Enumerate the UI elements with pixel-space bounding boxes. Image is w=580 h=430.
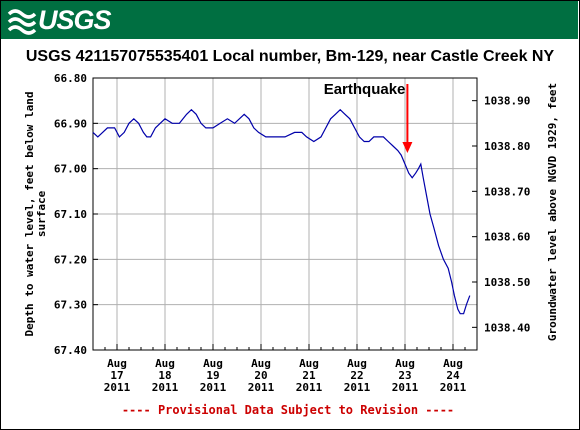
left-tick-label: 67.00	[54, 163, 87, 176]
x-tick-label-month: Aug	[299, 357, 319, 370]
x-tick-label-year: 2011	[152, 381, 179, 394]
x-tick-label-year: 2011	[104, 381, 131, 394]
left-tick-label: 67.30	[54, 299, 87, 312]
y-axis-label-left: Depth to water level, feet below landsur…	[23, 91, 48, 336]
x-tick-label-month: Aug	[107, 357, 127, 370]
right-tick-label: 1038.60	[484, 231, 530, 244]
x-tick-label-month: Aug	[347, 357, 367, 370]
x-tick-label-year: 2011	[344, 381, 371, 394]
right-tick-label: 1038.50	[484, 276, 530, 289]
left-tick-label: 66.80	[54, 72, 87, 85]
x-tick-label-month: Aug	[443, 357, 463, 370]
right-tick-label: 1038.80	[484, 140, 530, 153]
right-tick-label: 1038.40	[484, 321, 530, 334]
grid-lines	[93, 78, 477, 350]
earthquake-arrow-head	[402, 142, 413, 153]
left-y-axis: 66.80 66.90 67.00 67.10 67.20 67.30 67.40	[54, 72, 98, 357]
chart-title: USGS 421157075535401 Local number, Bm-12…	[26, 48, 555, 65]
x-tick-label-month: Aug	[395, 357, 415, 370]
usgs-wave-icon	[7, 9, 37, 35]
usgs-logo[interactable]: USGS	[7, 4, 112, 36]
y-axis-label-right: Groundwater level above NGVD 1929, feet	[546, 83, 559, 341]
x-tick-label-day: 20	[254, 369, 267, 382]
left-tick-label: 66.90	[54, 117, 87, 130]
x-tick-label-day: 23	[398, 369, 411, 382]
right-tick-label: 1038.70	[484, 185, 530, 198]
x-tick-label-day: 17	[110, 369, 123, 382]
provisional-data-note: ---- Provisional Data Subject to Revisio…	[122, 403, 454, 417]
left-tick-label: 67.10	[54, 208, 87, 221]
x-tick-label-month: Aug	[203, 357, 223, 370]
x-tick-label-day: 19	[206, 369, 219, 382]
earthquake-label: Earthquake	[324, 81, 406, 98]
x-tick-label-day: 22	[350, 369, 363, 382]
earthquake-annotation-group: Earthquake	[324, 81, 413, 153]
x-tick-label-year: 2011	[248, 381, 275, 394]
right-tick-label: 1038.90	[484, 95, 530, 108]
usgs-logo-text: USGS	[38, 4, 112, 35]
x-tick-label-month: Aug	[251, 357, 271, 370]
x-tick-label-day: 24	[446, 369, 460, 382]
x-tick-label-year: 2011	[296, 381, 323, 394]
x-tick-label-day: 21	[302, 369, 316, 382]
x-tick-label-day: 18	[158, 369, 171, 382]
usgs-banner: USGS	[1, 1, 578, 39]
left-tick-label: 67.20	[54, 253, 87, 266]
left-tick-label: 67.40	[54, 344, 87, 357]
x-tick-label-year: 2011	[440, 381, 467, 394]
groundwater-chart: USGS 421157075535401 Local number, Bm-12…	[23, 48, 559, 417]
series-line-water-level	[92, 108, 471, 315]
x-tick-label-year: 2011	[200, 381, 227, 394]
right-y-axis: 1038.90 1038.80 1038.70 1038.60 1038.50 1038.…	[472, 95, 530, 334]
x-tick-label-month: Aug	[155, 357, 175, 370]
x-axis: Aug172011Aug182011Aug192011Aug202011Aug2…	[92, 344, 478, 394]
x-tick-label-year: 2011	[392, 381, 419, 394]
series-layer	[92, 108, 471, 315]
